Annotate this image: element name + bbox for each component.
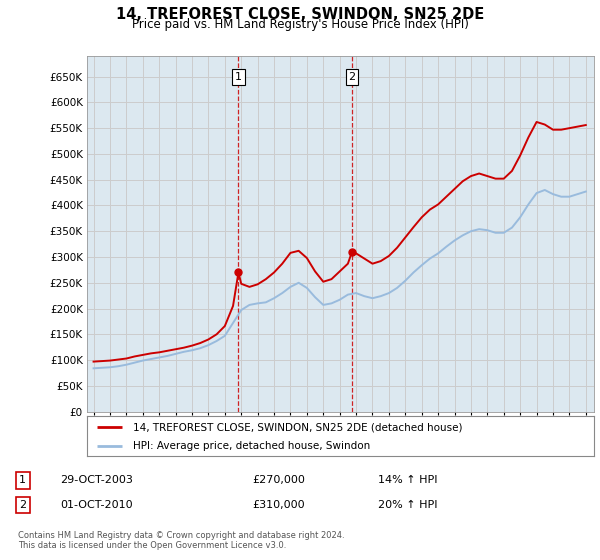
Text: 2: 2 (19, 500, 26, 510)
Text: 14, TREFOREST CLOSE, SWINDON, SN25 2DE: 14, TREFOREST CLOSE, SWINDON, SN25 2DE (116, 7, 484, 22)
Text: £310,000: £310,000 (252, 500, 305, 510)
Text: £270,000: £270,000 (252, 475, 305, 486)
Text: 29-OCT-2003: 29-OCT-2003 (60, 475, 133, 486)
Text: Contains HM Land Registry data © Crown copyright and database right 2024.
This d: Contains HM Land Registry data © Crown c… (18, 531, 344, 550)
Text: 14% ↑ HPI: 14% ↑ HPI (378, 475, 437, 486)
Text: 1: 1 (235, 72, 242, 82)
Text: 20% ↑ HPI: 20% ↑ HPI (378, 500, 437, 510)
Text: HPI: Average price, detached house, Swindon: HPI: Average price, detached house, Swin… (133, 441, 370, 451)
Text: 1: 1 (19, 475, 26, 486)
Text: 01-OCT-2010: 01-OCT-2010 (60, 500, 133, 510)
Text: Price paid vs. HM Land Registry's House Price Index (HPI): Price paid vs. HM Land Registry's House … (131, 18, 469, 31)
Text: 2: 2 (349, 72, 356, 82)
Text: 14, TREFOREST CLOSE, SWINDON, SN25 2DE (detached house): 14, TREFOREST CLOSE, SWINDON, SN25 2DE (… (133, 422, 462, 432)
